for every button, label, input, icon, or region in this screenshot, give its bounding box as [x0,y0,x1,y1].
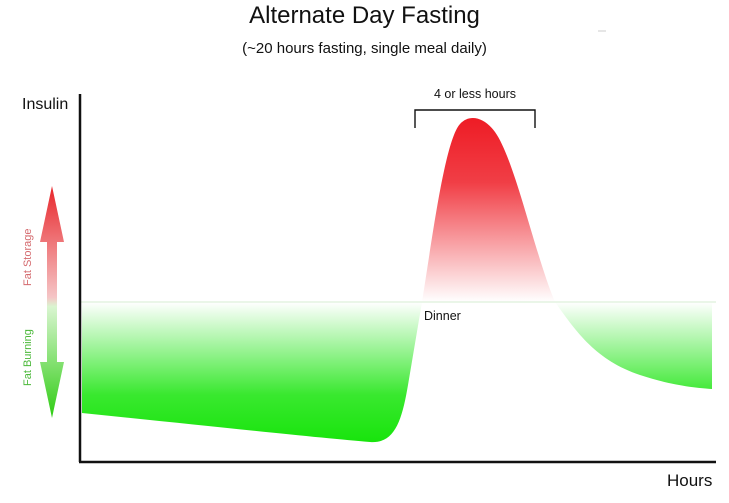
duration-bracket [414,109,536,128]
fat-burning-area-left [82,302,422,443]
double-arrow [40,186,64,418]
chart-subtitle: (~20 hours fasting, single meal daily) [242,40,487,57]
chart-title: Alternate Day Fasting [249,2,480,29]
dinner-label: Dinner [424,309,461,323]
bracket-label: 4 or less hours [434,87,516,101]
y-axis-label: Insulin [22,96,69,113]
fat-storage-area [422,118,555,302]
fat-burning-label: Fat Burning [22,329,34,386]
fat-storage-label: Fat Storage [22,229,34,286]
fat-burning-area-right [555,302,712,389]
x-axis-label: Hours [667,471,713,490]
